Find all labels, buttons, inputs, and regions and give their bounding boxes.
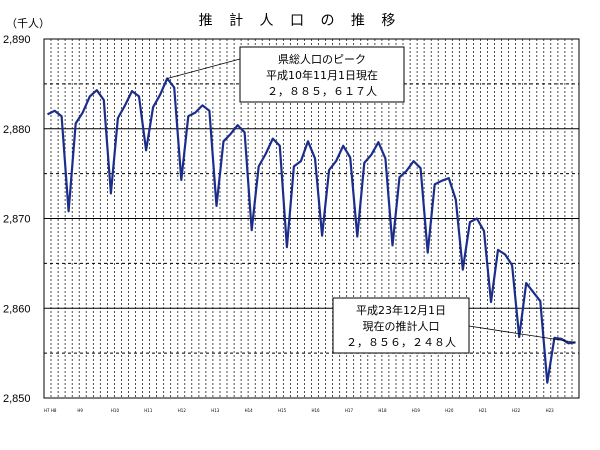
x-tick-label: H21 (479, 408, 488, 413)
latest-callout-leader (468, 325, 576, 343)
y-tick-label: 2,860 (3, 303, 31, 315)
y-unit-label: （千人） (6, 17, 50, 30)
x-tick-label: H22 (512, 408, 521, 413)
y-tick-label: 2,870 (3, 214, 31, 226)
x-tick-label: H9 (77, 408, 83, 413)
x-tick-label: H13 (211, 408, 220, 413)
x-tick-label: H16 (312, 408, 321, 413)
latest-callout-text: 現在の推計人口 (363, 319, 440, 333)
x-tick-label: H12 (178, 408, 187, 413)
series (47, 77, 576, 384)
x-tick-label: H18 (378, 408, 387, 413)
grid (44, 39, 579, 398)
x-tick-label: H15 (278, 408, 287, 413)
x-tick-label: H20 (445, 408, 454, 413)
y-tick-label: 2,890 (3, 34, 31, 46)
peak-callout-text: 県総人口のピーク (278, 52, 366, 66)
x-tick-label: H11 (144, 408, 153, 413)
x-tick-label: H7 H8 (44, 408, 57, 413)
latest-callout-text: 平成23年12月1日 (356, 303, 446, 317)
x-tick-label: H10 (111, 408, 120, 413)
peak-callout-text: 平成10年11月1日現在 (266, 68, 378, 82)
peak-callout-text: ２，８８５，６１７人 (267, 85, 377, 98)
y-tick-label: 2,850 (3, 393, 31, 405)
y-axis: 2,850 2,860 2,870 2,880 2,890 (3, 34, 31, 405)
x-axis: H7 H8 H9 H10 H11 H12 H13 H14 H15 H16 H17 H18 H19 H20… (44, 408, 554, 413)
plot-area-border (43, 38, 580, 399)
latest-callout-text: ２，８５６，２４８人 (346, 336, 456, 349)
x-tick-label: H17 (345, 408, 354, 413)
chart-title: 推 計 人 口 の 推 移 (199, 13, 402, 29)
peak-callout-leader (167, 58, 241, 79)
x-tick-label: H19 (412, 408, 421, 413)
latest-callout-box (332, 297, 470, 354)
x-tick-label: H23 (546, 408, 555, 413)
population-series-line (47, 77, 576, 384)
y-tick-label: 2,880 (3, 124, 31, 136)
peak-callout-box (239, 46, 405, 103)
x-tick-label: H14 (245, 408, 254, 413)
